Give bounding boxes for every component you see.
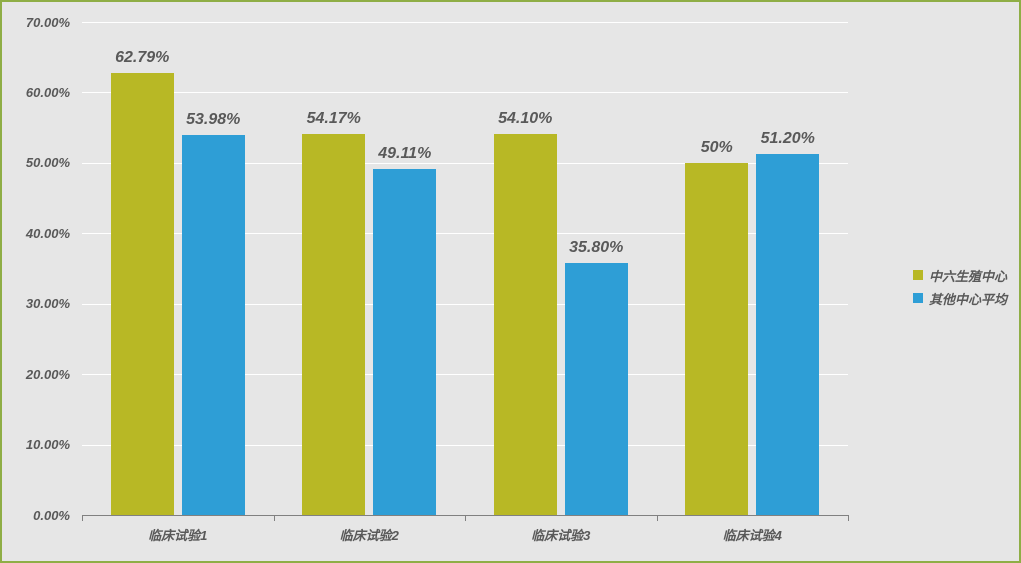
bar-series-1 (302, 134, 365, 516)
x-axis-label: 临床试验4 (657, 525, 849, 544)
plot-area: 62.79%53.98%54.17%49.11%54.10%35.80%50%5… (82, 22, 848, 515)
x-axis-tick (82, 515, 83, 521)
y-axis-label: 0.00% (2, 508, 70, 523)
legend-item-series-1: 中六生殖中心 (913, 266, 1007, 285)
bar-value-label: 51.20% (743, 130, 833, 148)
bar-value-label: 35.80% (551, 239, 641, 257)
y-axis-label: 40.00% (2, 226, 70, 241)
y-axis-label: 70.00% (2, 15, 70, 30)
bar-value-label: 54.17% (289, 110, 379, 128)
legend-swatch-series-1 (913, 270, 923, 280)
x-axis-tick (274, 515, 275, 521)
legend-label-series-1: 中六生殖中心 (929, 266, 1007, 285)
x-axis-label: 临床试验2 (274, 525, 466, 544)
gridline (82, 92, 848, 93)
legend: 中六生殖中心 其他中心平均 (913, 262, 1007, 312)
legend-label-series-2: 其他中心平均 (929, 289, 1007, 308)
bar-series-1 (111, 73, 174, 515)
y-axis-label: 50.00% (2, 155, 70, 170)
legend-item-series-2: 其他中心平均 (913, 289, 1007, 308)
bar-series-2 (565, 263, 628, 515)
bar-value-label: 53.98% (168, 111, 258, 129)
y-axis-label: 20.00% (2, 367, 70, 382)
bar-chart: 62.79%53.98%54.17%49.11%54.10%35.80%50%5… (0, 0, 1021, 563)
y-axis-label: 30.00% (2, 296, 70, 311)
x-axis-label: 临床试验3 (465, 525, 657, 544)
bar-series-1 (494, 134, 557, 515)
bar-value-label: 62.79% (97, 49, 187, 67)
x-axis-tick (848, 515, 849, 521)
bar-value-label: 54.10% (480, 110, 570, 128)
bar-value-label: 49.11% (360, 145, 450, 163)
y-axis-label: 10.00% (2, 437, 70, 452)
y-axis-label: 60.00% (2, 85, 70, 100)
legend-swatch-series-2 (913, 293, 923, 303)
bar-series-2 (373, 169, 436, 515)
x-axis-tick (657, 515, 658, 521)
x-axis-label: 临床试验1 (82, 525, 274, 544)
gridline (82, 22, 848, 23)
bar-series-2 (182, 135, 245, 515)
bar-series-1 (685, 163, 748, 515)
x-axis-tick (465, 515, 466, 521)
bar-series-2 (756, 154, 819, 515)
